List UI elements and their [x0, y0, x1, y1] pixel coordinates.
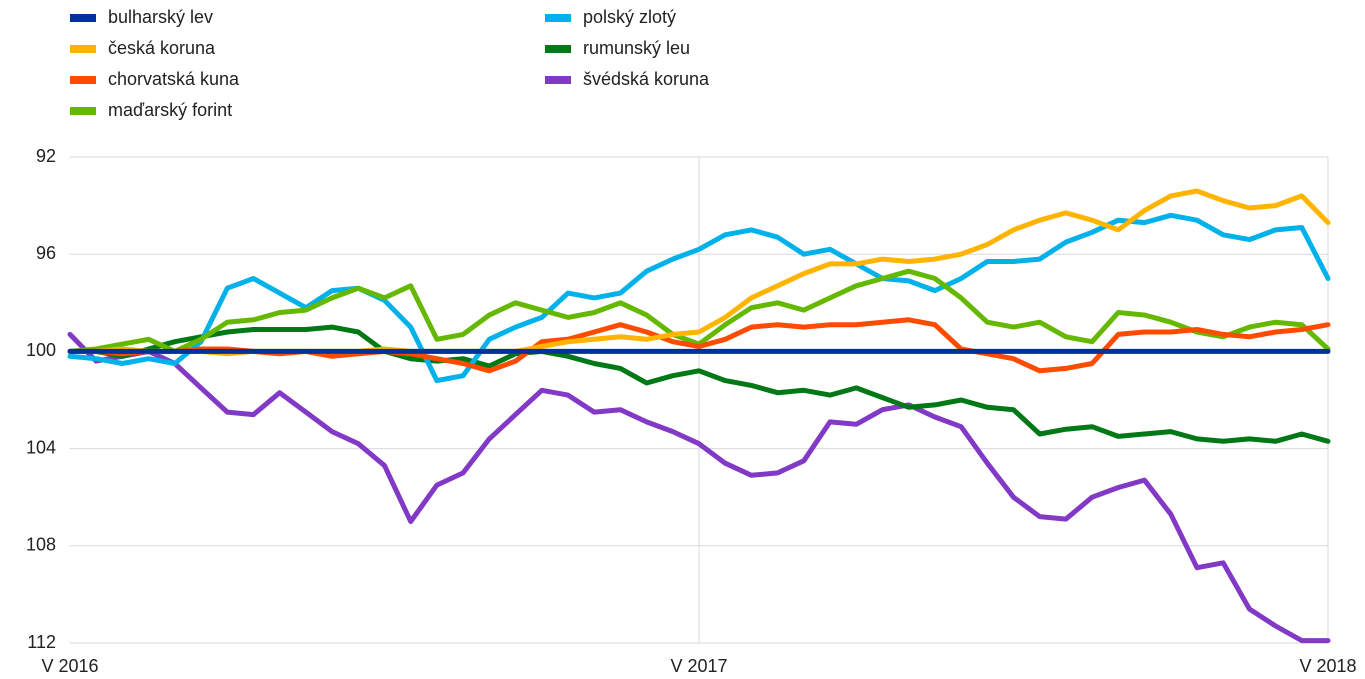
legend-label: bulharský lev [108, 7, 213, 27]
legend-label: polský zlotý [583, 7, 676, 27]
y-tick-label: 92 [36, 146, 56, 166]
legend-swatch [70, 45, 96, 53]
x-tick-label: V 2018 [1299, 656, 1356, 676]
legend-label: česká koruna [108, 38, 216, 58]
series-line [67, 331, 1331, 644]
legend-label: chorvatská kuna [108, 69, 240, 89]
y-tick-label: 96 [36, 243, 56, 263]
legend-label: maďarský forint [108, 100, 232, 120]
y-tick-label: 112 [27, 632, 56, 652]
legend-swatch [545, 14, 571, 22]
legend-swatch [70, 107, 96, 115]
y-tick-label: 104 [26, 437, 56, 457]
series-line [67, 324, 1331, 444]
legend-swatch [545, 45, 571, 53]
x-tick-label: V 2017 [670, 656, 727, 676]
legend-label: rumunský leu [583, 38, 690, 58]
series-line [67, 212, 1331, 384]
legend-label: švédská koruna [583, 69, 710, 89]
legend-swatch [545, 76, 571, 84]
y-tick-label: 108 [26, 535, 56, 555]
x-tick-label: V 2016 [41, 656, 98, 676]
y-tick-label: 100 [26, 340, 56, 360]
legend-swatch [70, 14, 96, 22]
legend-swatch [70, 76, 96, 84]
